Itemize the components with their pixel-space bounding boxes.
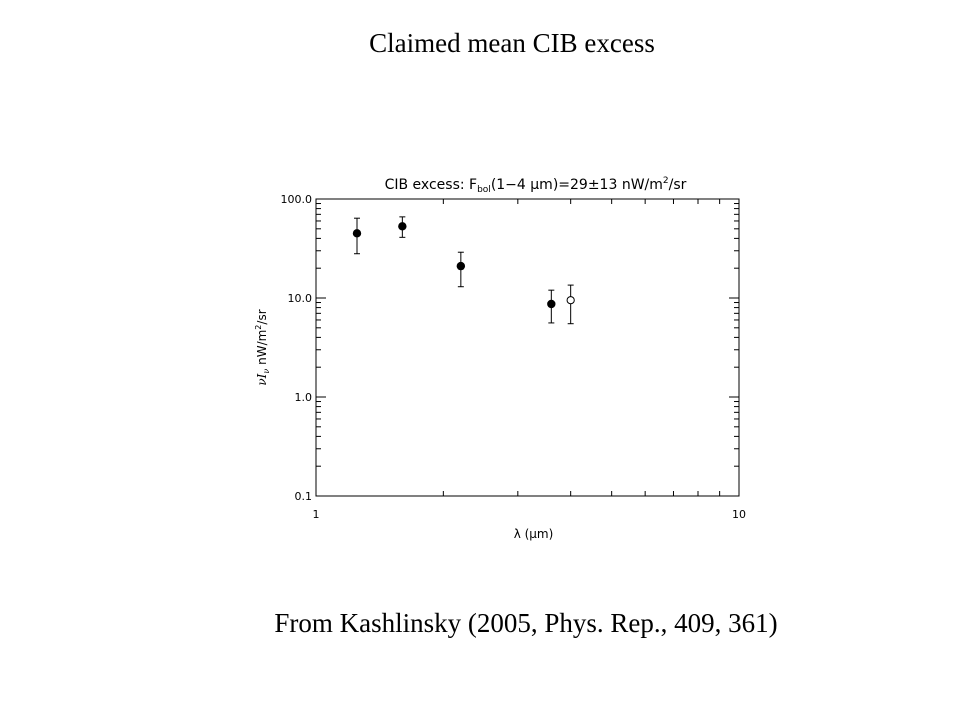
plot-frame xyxy=(315,198,740,497)
y-tick-label: 0.1 xyxy=(295,490,313,503)
marker-filled xyxy=(398,222,407,231)
chart-title-text: CIB excess: Fbol(1−4 μm)=29±13 nW/m2/sr xyxy=(385,176,687,195)
slide-caption: From Kashlinsky (2005, Phys. Rep., 409, … xyxy=(274,608,778,638)
data-points xyxy=(352,216,575,325)
marker-filled xyxy=(547,299,556,309)
x-axis-label: λ (μm) xyxy=(514,527,554,541)
data-point xyxy=(547,289,556,324)
x-tick-label: 1 xyxy=(313,508,320,521)
data-point xyxy=(566,284,575,325)
axis-ticks xyxy=(315,198,740,497)
tick-labels: 0.1 1.0 10.0 100.0 1 10 xyxy=(281,193,747,521)
marker-filled xyxy=(456,261,466,271)
marker-open xyxy=(566,296,575,305)
data-point xyxy=(398,216,407,238)
y-axis-label-text: νIν nW/m2/sr xyxy=(254,309,271,385)
marker-filled xyxy=(352,229,362,238)
x-axis-label-text: λ (μm) xyxy=(514,527,554,541)
y-axis-label: νIν nW/m2/sr xyxy=(254,309,271,385)
slide-title: Claimed mean CIB excess xyxy=(369,28,655,58)
y-tick-label: 10.0 xyxy=(288,292,313,305)
y-tick-label: 100.0 xyxy=(281,193,313,206)
data-point xyxy=(352,217,362,255)
chart-title: CIB excess: Fbol(1−4 μm)=29±13 nW/m2/sr xyxy=(385,176,687,195)
data-point xyxy=(456,251,466,288)
x-tick-label: 10 xyxy=(732,508,746,521)
y-tick-label: 1.0 xyxy=(295,391,313,404)
